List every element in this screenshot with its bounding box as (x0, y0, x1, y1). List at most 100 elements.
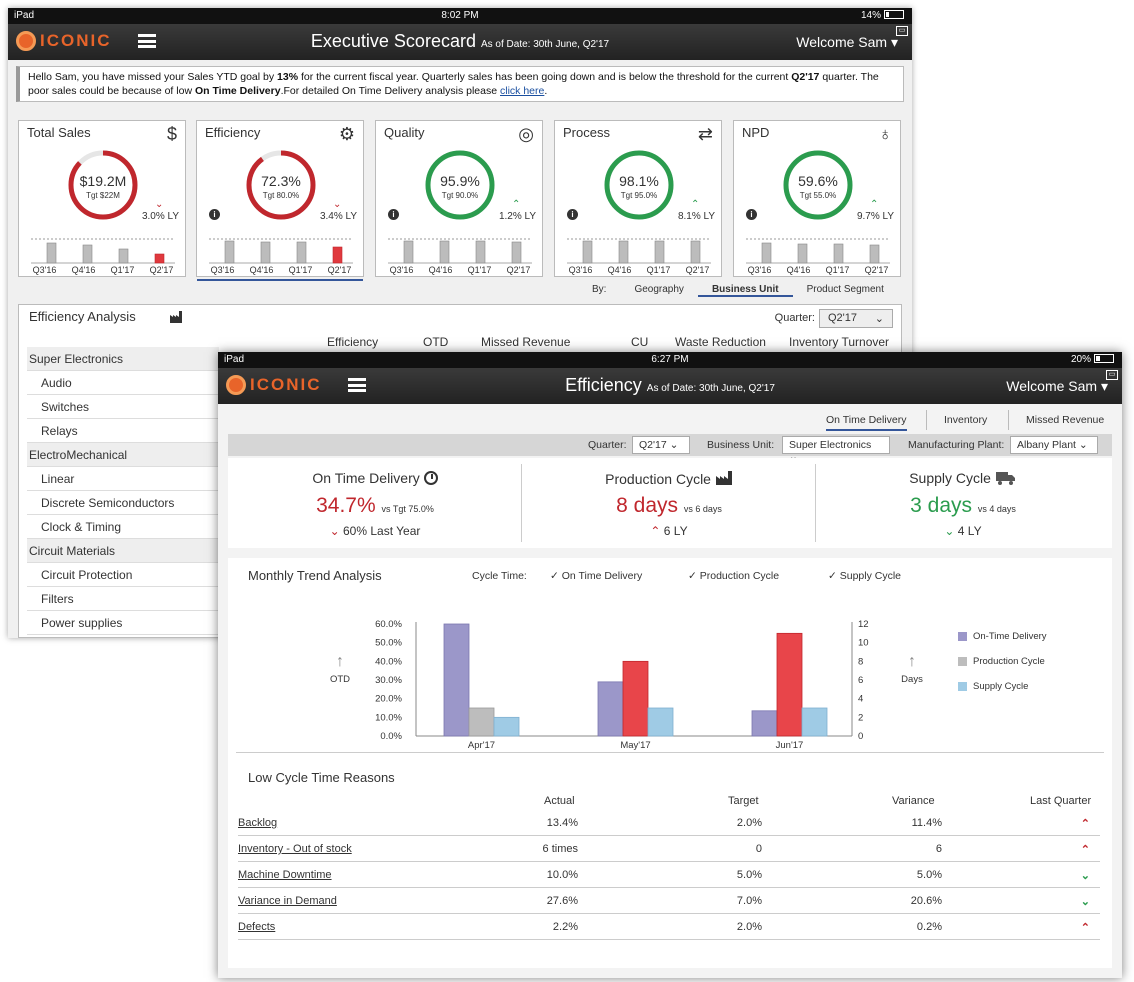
divider (236, 752, 1104, 753)
clock-icon (423, 471, 438, 485)
tree-item[interactable]: Switches (27, 395, 219, 419)
by-business-unit[interactable]: Business Unit (697, 284, 793, 297)
info-icon[interactable]: i (746, 209, 757, 220)
check-on-time-delivery[interactable]: ✓ On Time Delivery (550, 570, 643, 582)
kpi-ly: 8.1% LY (677, 211, 715, 222)
low-cycle-reasons-title: Low Cycle Time Reasons (248, 770, 395, 785)
tree-item[interactable]: Clock & Timing (27, 515, 219, 539)
cell-target: 2.0% (736, 817, 762, 829)
hamburger-menu-icon[interactable] (348, 378, 366, 392)
factory-icon (170, 311, 182, 323)
tab-on-time-delivery[interactable]: On Time Delivery (826, 414, 907, 431)
quarter-label: Q1'17 (825, 265, 850, 275)
window-icon[interactable]: ▭ (1106, 370, 1118, 380)
check-icon: ✓ (688, 570, 697, 582)
tab-inventory[interactable]: Inventory (944, 414, 988, 426)
iconic-logo[interactable]: ICONIC (16, 31, 112, 51)
cell-actual: 13.4% (546, 817, 578, 829)
plant-select[interactable]: Albany Plant ⌄ (1010, 436, 1098, 454)
selected-indicator (197, 279, 363, 281)
target-icon: ◎ (518, 124, 534, 144)
cell-actual: 10.0% (546, 869, 578, 881)
y2-tick-label: 12 (858, 619, 869, 630)
quarter-select[interactable]: Q2'17 ⌄ (632, 436, 690, 454)
tree-item[interactable]: Audio (27, 371, 219, 395)
info-icon[interactable]: i (209, 209, 220, 220)
gears-icon: ⚙ (338, 124, 355, 144)
quarter-label: Q4'16 (786, 265, 811, 275)
window-icon[interactable]: ▭ (896, 26, 908, 36)
x-tick-label: Apr'17 (468, 740, 495, 751)
hamburger-menu-icon[interactable] (138, 34, 156, 48)
check-production-cycle[interactable]: ✓ Production Cycle (688, 570, 780, 582)
kpi-card-efficiency[interactable]: Efficiency ⚙ 72.3% Tgt 80.0% ⌄ 3.4% LY i… (196, 120, 364, 281)
reason-link[interactable]: Defects (238, 921, 276, 933)
tab-missed-revenue[interactable]: Missed Revenue (1026, 414, 1105, 426)
mini-bar (296, 241, 307, 264)
info-icon[interactable]: i (567, 209, 578, 220)
y-tick-label: 20.0% (375, 694, 402, 705)
chevron-down-icon: ⌄ (1078, 439, 1088, 451)
cell-target: 2.0% (736, 921, 762, 933)
tree-item[interactable]: Discrete Semiconductors (27, 491, 219, 515)
dollar-icon: $ (166, 124, 177, 144)
app-header: ICONIC Efficiency As of Date: 30th June,… (218, 368, 1122, 404)
col-efficiency: Efficiency (327, 335, 379, 349)
kpi-cards: Total Sales $ $19.2M Tgt $22M ⌄ 3.0% LY … (18, 120, 902, 282)
mini-bar (690, 240, 701, 264)
quarter-select[interactable]: Q2'17 ⌄ (819, 309, 893, 328)
tree-item[interactable]: Power supplies (27, 611, 219, 635)
user-menu[interactable]: Welcome Sam ▾ (796, 34, 898, 50)
user-menu[interactable]: Welcome Sam ▾ (1006, 378, 1108, 394)
reason-link[interactable]: Backlog (238, 817, 278, 829)
otd-analysis-link[interactable]: click here (500, 85, 545, 97)
tree-item[interactable]: Linear (27, 467, 219, 491)
kpi-card-npd[interactable]: NPD ♁ 59.6% Tgt 55.0% ⌃ 9.7% LY i Q3'16 Q… (733, 120, 901, 277)
trend-up-icon: ⌃ (870, 199, 879, 210)
tree-group[interactable]: ElectroMechanical (27, 443, 219, 467)
reason-link[interactable]: Variance in Demand (238, 895, 337, 907)
header-actual: Actual (544, 795, 575, 807)
business-unit-label: Business Unit: (707, 439, 775, 451)
kpi-gauge (604, 150, 674, 220)
tree-item[interactable]: Relays (27, 419, 219, 443)
reason-link[interactable]: Machine Downtime (238, 869, 332, 881)
by-product-segment[interactable]: Product Segment (806, 284, 884, 295)
mini-bar (260, 241, 271, 264)
battery: 20% (1071, 354, 1114, 365)
tree-group[interactable]: Circuit Materials (27, 539, 219, 563)
col-waste-reduction: Waste Reduction (675, 335, 766, 349)
reason-link[interactable]: Inventory - Out of stock (238, 843, 352, 855)
check-supply-cycle[interactable]: ✓ Supply Cycle (828, 570, 902, 582)
kpi-quarter-labels: Q3'16 Q4'16 Q1'17 Q2'17 (203, 265, 359, 275)
kpi-card-process[interactable]: Process ⇄ 98.1% Tgt 95.0% ⌃ 8.1% LY i Q3… (554, 120, 722, 277)
tree-group[interactable]: Super Electronics (27, 347, 219, 371)
gauge-fill (783, 150, 853, 220)
gauge-fill (604, 150, 674, 220)
trend-down-icon: ⌄ (333, 199, 342, 210)
bar-on-time-delivery (443, 623, 470, 737)
trend-up-icon: ⌃ (691, 199, 700, 210)
iconic-logo[interactable]: ICONIC (226, 375, 322, 395)
by-geography[interactable]: Geography (634, 284, 684, 295)
trend-down-icon: ⌄ (1080, 870, 1090, 882)
kpi-card-total-sales[interactable]: Total Sales $ $19.2M Tgt $22M ⌄ 3.0% LY … (18, 120, 186, 277)
y-tick-label: 10.0% (375, 712, 402, 723)
kpi-quarter-labels: Q3'16 Q4'16 Q1'17 Q2'17 (740, 265, 896, 275)
tree-item[interactable]: Filters (27, 587, 219, 611)
x-tick-label: May'17 (620, 740, 650, 751)
kpi-mini-chart (31, 238, 175, 264)
tree-item[interactable]: Circuit Protection (27, 563, 219, 587)
kpi-card-quality[interactable]: Quality ◎ 95.9% Tgt 90.0% ⌃ 1.2% LY i Q3… (375, 120, 543, 277)
kpi-value: 59.6% (798, 173, 838, 189)
kpi-on-time-delivery[interactable]: On Time Delivery 34.7% vs Tgt 75.0% ⌄ 60… (228, 458, 522, 548)
y2-tick-label: 10 (858, 638, 869, 649)
business-unit-select[interactable]: Super Electronics ⌄ (782, 436, 890, 463)
kpi-production-cycle[interactable]: Production Cycle 8 days vs 6 days ⌃ 6 LY (522, 458, 816, 548)
mini-bar (403, 240, 414, 264)
info-icon[interactable]: i (388, 209, 399, 220)
kpi-target: Tgt $22M (86, 191, 120, 200)
kpi-supply-cycle[interactable]: Supply Cycle 3 days vs 4 days ⌄ 4 LY (909, 470, 1016, 538)
kpi-mini-chart (388, 238, 532, 264)
kpi-gauge (783, 150, 853, 220)
